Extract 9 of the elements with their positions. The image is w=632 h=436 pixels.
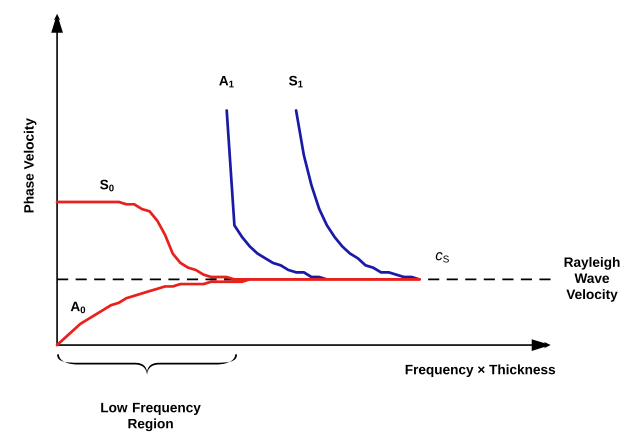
ref-line-label: Rayleigh Wave Velocity — [564, 256, 620, 302]
annotation: c$_{S}$ — [436, 252, 449, 263]
series-label: S$_{0}$ — [100, 180, 114, 192]
series-label: A$_{1}$ — [219, 76, 234, 88]
y-axis-title: Phase Velocity — [24, 118, 36, 212]
text: Low Frequency Region — [101, 402, 201, 432]
series-label: A$_{0}$ — [70, 302, 86, 314]
x-axis-title: Frequency × Thickness — [406, 364, 556, 378]
series-label: S$_{1}$ — [289, 76, 303, 88]
